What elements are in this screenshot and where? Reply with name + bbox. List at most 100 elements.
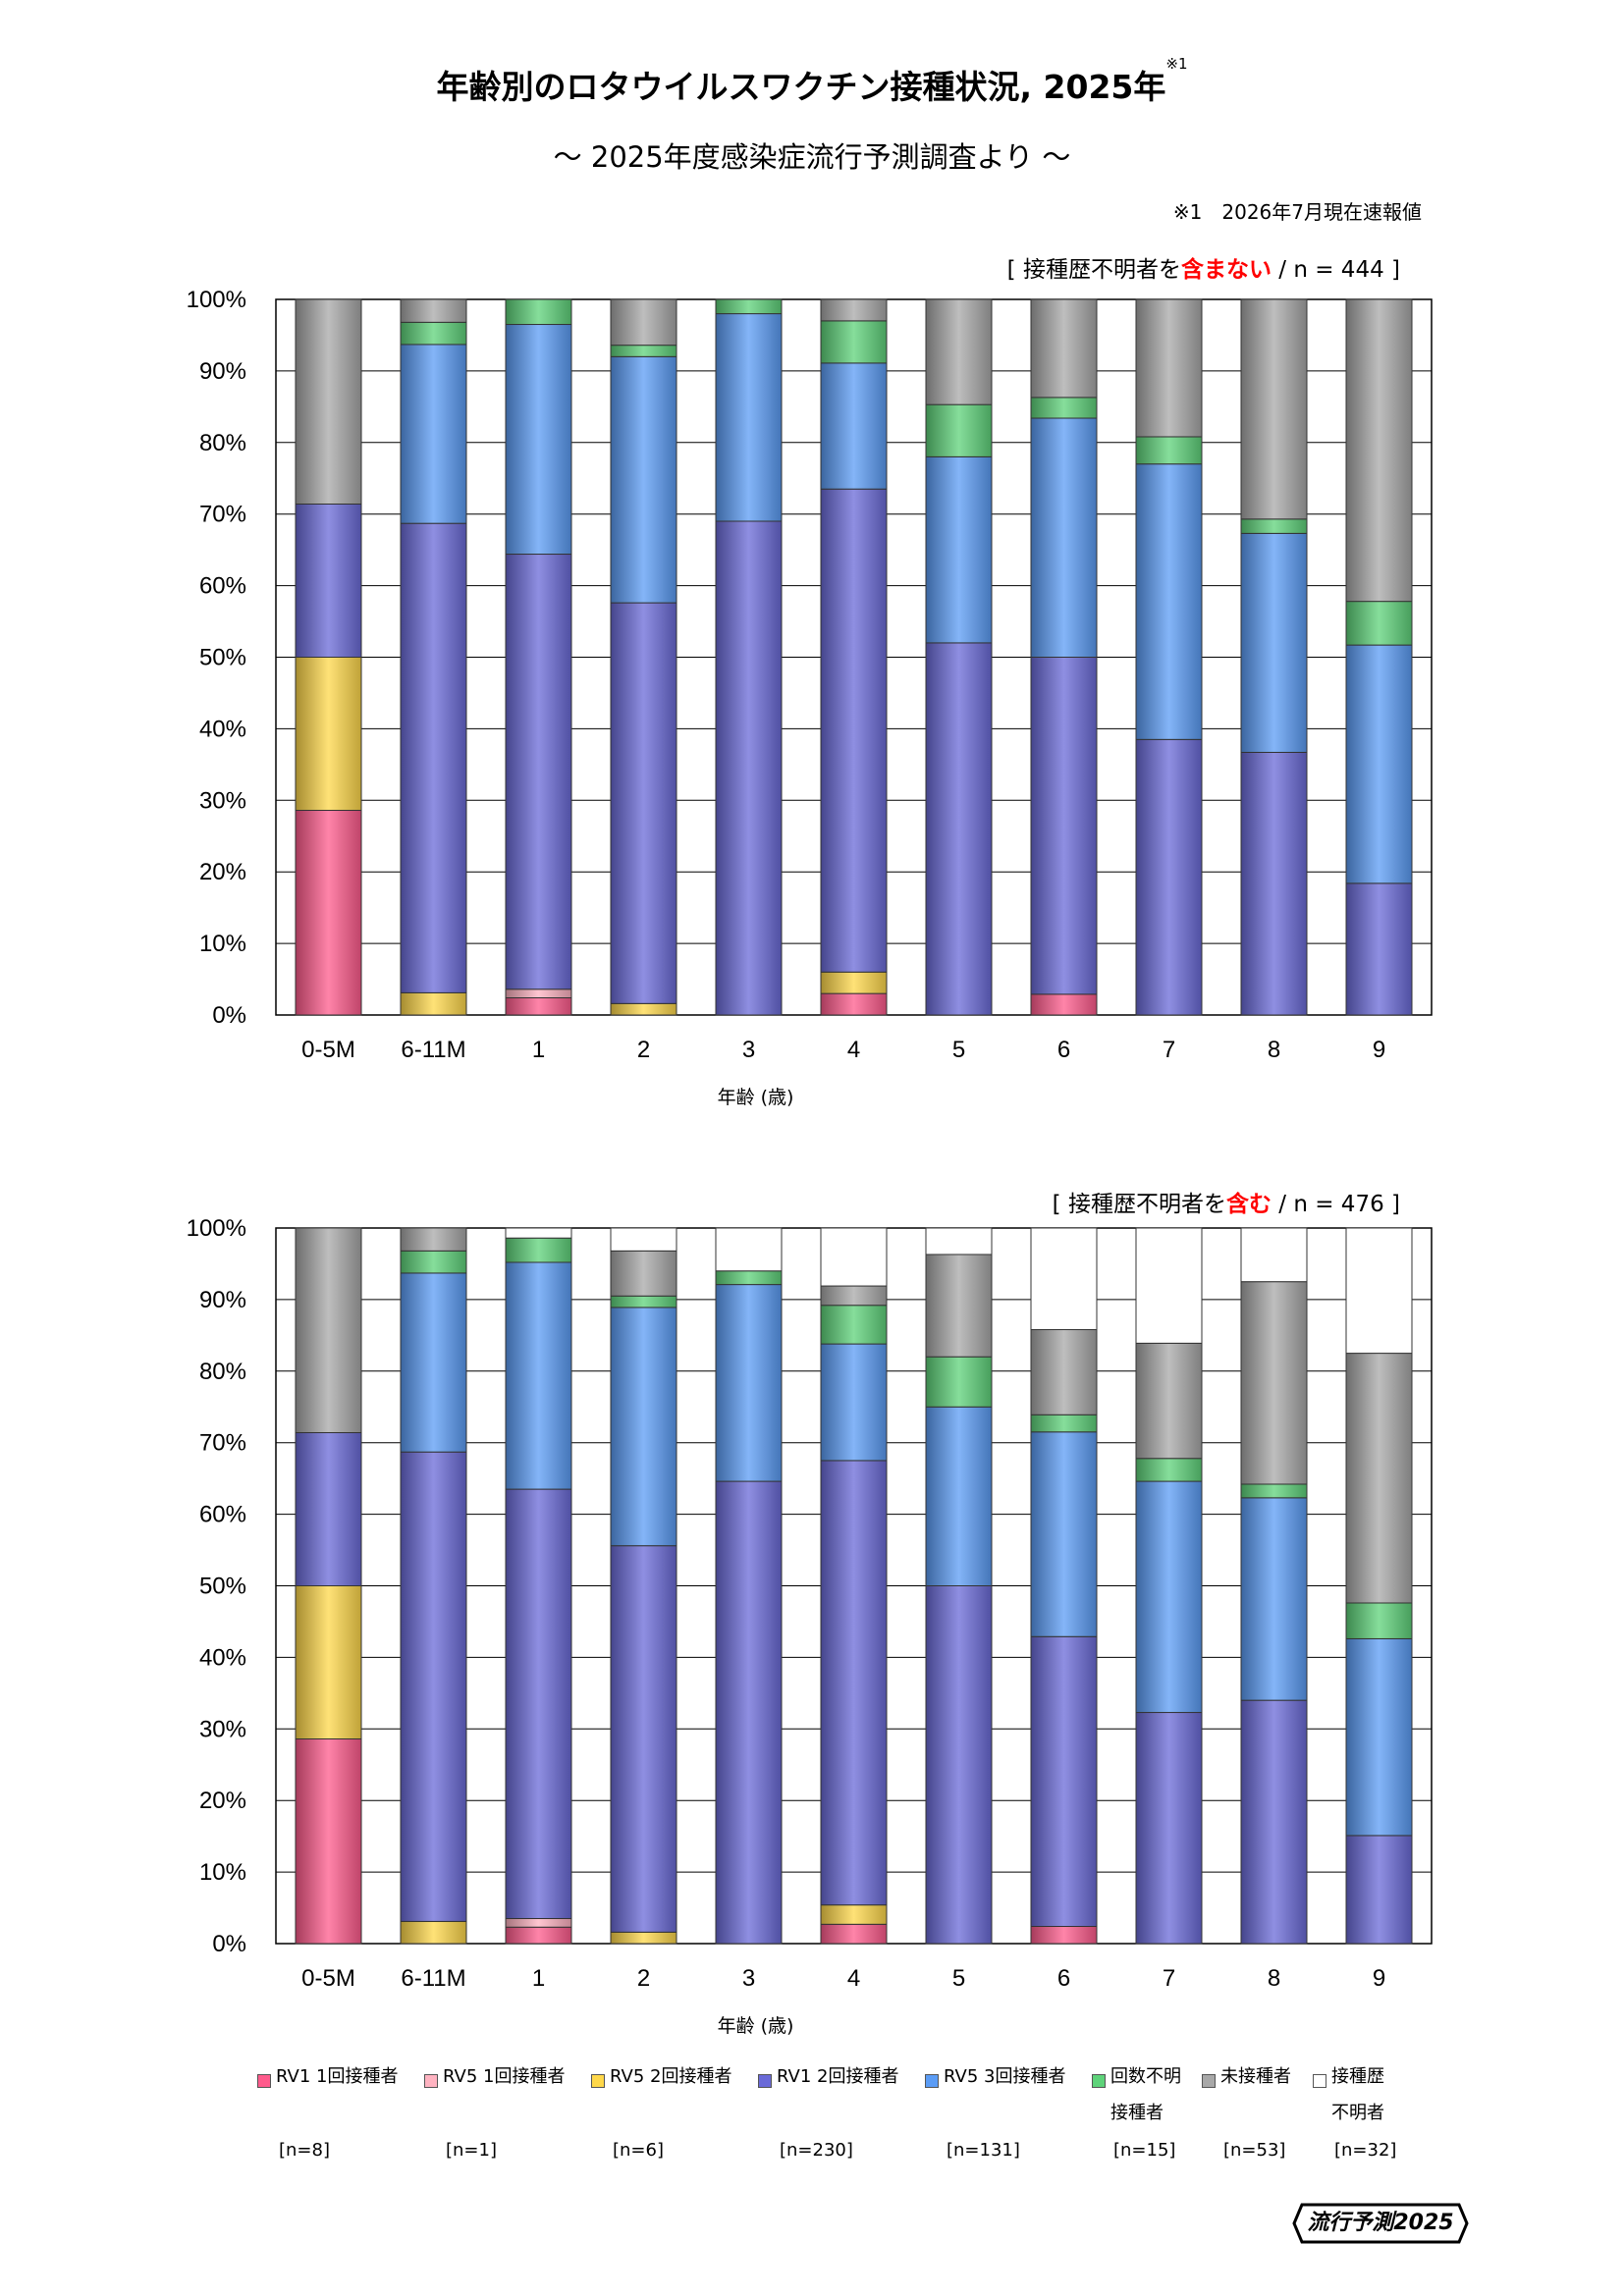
legend-item-unvaccinated: 未接種者 bbox=[1202, 2066, 1369, 2095]
bar-segment-history_unknown bbox=[1345, 1227, 1413, 1355]
legend-label: RV5 3回接種者 bbox=[944, 2066, 1066, 2087]
legend-item-rv5_1: RV5 1回接種者 bbox=[424, 2066, 591, 2095]
x-tick-label: 0-5M bbox=[301, 1965, 355, 1992]
bar-segment-rv5_1 bbox=[505, 988, 572, 999]
bar-segment-history_unknown bbox=[610, 1227, 677, 1252]
x-tick-label: 2 bbox=[637, 1965, 650, 1992]
x-tick-label: 4 bbox=[847, 1965, 860, 1992]
x-tick-label: 3 bbox=[742, 1037, 755, 1063]
bar-segment-rv1_2 bbox=[1345, 882, 1413, 1016]
page-title: 年齢別のロタウイルスワクチン接種状況, 2025年※1 bbox=[436, 55, 1188, 106]
x-tick-label: 5 bbox=[952, 1037, 965, 1063]
bar-segment-rv1_1 bbox=[295, 1738, 362, 1945]
bar-segment-unvaccinated bbox=[1240, 1281, 1308, 1485]
legend-count: [n=53] bbox=[1223, 2140, 1286, 2161]
bar-segment-unknown_count bbox=[820, 1305, 888, 1345]
bar-segment-rv1_2 bbox=[1345, 1835, 1413, 1945]
x-tick-label: 8 bbox=[1268, 1037, 1280, 1063]
x-tick-label: 6 bbox=[1057, 1965, 1070, 1992]
bar-segment-unknown_count bbox=[400, 1250, 467, 1274]
bar-segment-unknown_count bbox=[715, 298, 783, 315]
bar-segment-unknown_count bbox=[1030, 397, 1098, 419]
legend-item-unknown_count: 回数不明 接種者 bbox=[1092, 2066, 1259, 2131]
bar-segment-unvaccinated bbox=[1345, 298, 1413, 603]
y-tick-label: 0% bbox=[212, 1002, 246, 1029]
bar-segment-unknown_count bbox=[505, 298, 572, 326]
bar-segment-rv1_2 bbox=[925, 1585, 993, 1945]
bar-segment-rv5_3 bbox=[505, 324, 572, 556]
bar-segment-rv5_2 bbox=[820, 971, 888, 994]
legend-swatch bbox=[1313, 2074, 1326, 2088]
legend-label: 回数不明 接種者 bbox=[1110, 2066, 1181, 2123]
bar-segment-unvaccinated bbox=[400, 1227, 467, 1252]
legend-item-rv1_2: RV1 2回接種者 bbox=[758, 2066, 925, 2095]
bar-segment-rv5_3 bbox=[610, 1307, 677, 1547]
x-axis-label: 年齢 (歳) bbox=[718, 1087, 794, 1108]
y-tick-label: 0% bbox=[212, 1931, 246, 1957]
bar-segment-rv5_3 bbox=[820, 1343, 888, 1462]
bar-segment-rv1_2 bbox=[925, 642, 993, 1016]
legend-swatch bbox=[925, 2074, 939, 2088]
bar-segment-rv1_2 bbox=[295, 1431, 362, 1586]
bar-segment-unknown_count bbox=[1345, 601, 1413, 646]
legend-count: [n=15] bbox=[1113, 2140, 1176, 2161]
bar-segment-unvaccinated bbox=[295, 1227, 362, 1433]
bar-segment-rv1_2 bbox=[1135, 738, 1203, 1016]
y-tick-label: 100% bbox=[187, 1215, 246, 1242]
bar-segment-unknown_count bbox=[1240, 1483, 1308, 1499]
bar-segment-rv5_3 bbox=[1240, 1497, 1308, 1701]
legend-count: [n=131] bbox=[947, 2140, 1020, 2161]
bar-segment-unknown_count bbox=[1135, 1458, 1203, 1482]
bar-segment-rv5_3 bbox=[925, 455, 993, 644]
legend-swatch bbox=[758, 2074, 772, 2088]
y-tick-label: 70% bbox=[199, 1430, 246, 1457]
y-tick-label: 50% bbox=[199, 645, 246, 671]
bar-segment-unknown_count bbox=[1345, 1602, 1413, 1639]
bar-segment-unvaccinated bbox=[400, 298, 467, 323]
x-tick-label: 1 bbox=[532, 1965, 545, 1992]
legend-item-rv1_1: RV1 1回接種者 bbox=[257, 2066, 424, 2095]
x-axis-label: 年齢 (歳) bbox=[718, 2015, 794, 2037]
bar-segment-rv5_3 bbox=[715, 313, 783, 522]
bar-segment-rv5_3 bbox=[400, 344, 467, 524]
bar-segment-unknown_count bbox=[1030, 1414, 1098, 1433]
bar-segment-history_unknown bbox=[925, 1227, 993, 1255]
bar-segment-rv5_2 bbox=[400, 1920, 467, 1945]
bar-segment-unknown_count bbox=[1135, 436, 1203, 465]
bar-segment-rv5_3 bbox=[400, 1272, 467, 1453]
bar-segment-unvaccinated bbox=[1030, 298, 1098, 399]
bar-segment-rv1_1 bbox=[1030, 993, 1098, 1016]
bar-segment-rv1_2 bbox=[505, 1488, 572, 1919]
legend-swatch bbox=[257, 2074, 271, 2088]
bar-segment-unvaccinated bbox=[610, 298, 677, 347]
bar-segment-unvaccinated bbox=[1135, 1342, 1203, 1460]
bar-segment-rv1_2 bbox=[820, 1460, 888, 1906]
bar-segment-history_unknown bbox=[505, 1227, 572, 1239]
bar-segment-rv1_2 bbox=[1240, 1699, 1308, 1945]
y-tick-label: 70% bbox=[199, 502, 246, 528]
bar-segment-rv5_3 bbox=[820, 362, 888, 490]
bar-segment-rv1_2 bbox=[1240, 751, 1308, 1016]
y-tick-label: 40% bbox=[199, 716, 246, 742]
bar-segment-rv5_3 bbox=[1345, 1637, 1413, 1837]
bar-segment-rv5_2 bbox=[820, 1904, 888, 1925]
bar-segment-rv5_2 bbox=[400, 991, 467, 1016]
x-tick-label: 6-11M bbox=[401, 1037, 465, 1063]
bar-segment-unvaccinated bbox=[925, 1254, 993, 1358]
y-tick-label: 10% bbox=[199, 931, 246, 957]
legend-label: RV5 2回接種者 bbox=[610, 2066, 732, 2087]
bar-segment-rv1_1 bbox=[295, 810, 362, 1016]
bar-segment-unknown_count bbox=[610, 1295, 677, 1308]
bar-segment-rv5_3 bbox=[1030, 1431, 1098, 1637]
bar-segment-rv1_1 bbox=[505, 1926, 572, 1945]
y-tick-label: 20% bbox=[199, 859, 246, 885]
x-tick-label: 4 bbox=[847, 1037, 860, 1063]
legend: RV1 1回接種者 [n=8] RV5 1回接種者 [n=1] RV5 2回接種者 [n=… bbox=[257, 2066, 1416, 2187]
chart1-caption: [ 接種歴不明者を含まない / n = 444 ] bbox=[1006, 257, 1400, 283]
chart2-caption: [ 接種歴不明者を含む / n = 476 ] bbox=[1052, 1192, 1400, 1217]
legend-item-history_unknown: 接種歴 不明者 bbox=[1313, 2066, 1480, 2131]
legend-swatch bbox=[1202, 2074, 1216, 2088]
bar-segment-unvaccinated bbox=[610, 1250, 677, 1297]
bar-segment-unknown_count bbox=[505, 1237, 572, 1263]
y-tick-label: 60% bbox=[199, 1502, 246, 1528]
